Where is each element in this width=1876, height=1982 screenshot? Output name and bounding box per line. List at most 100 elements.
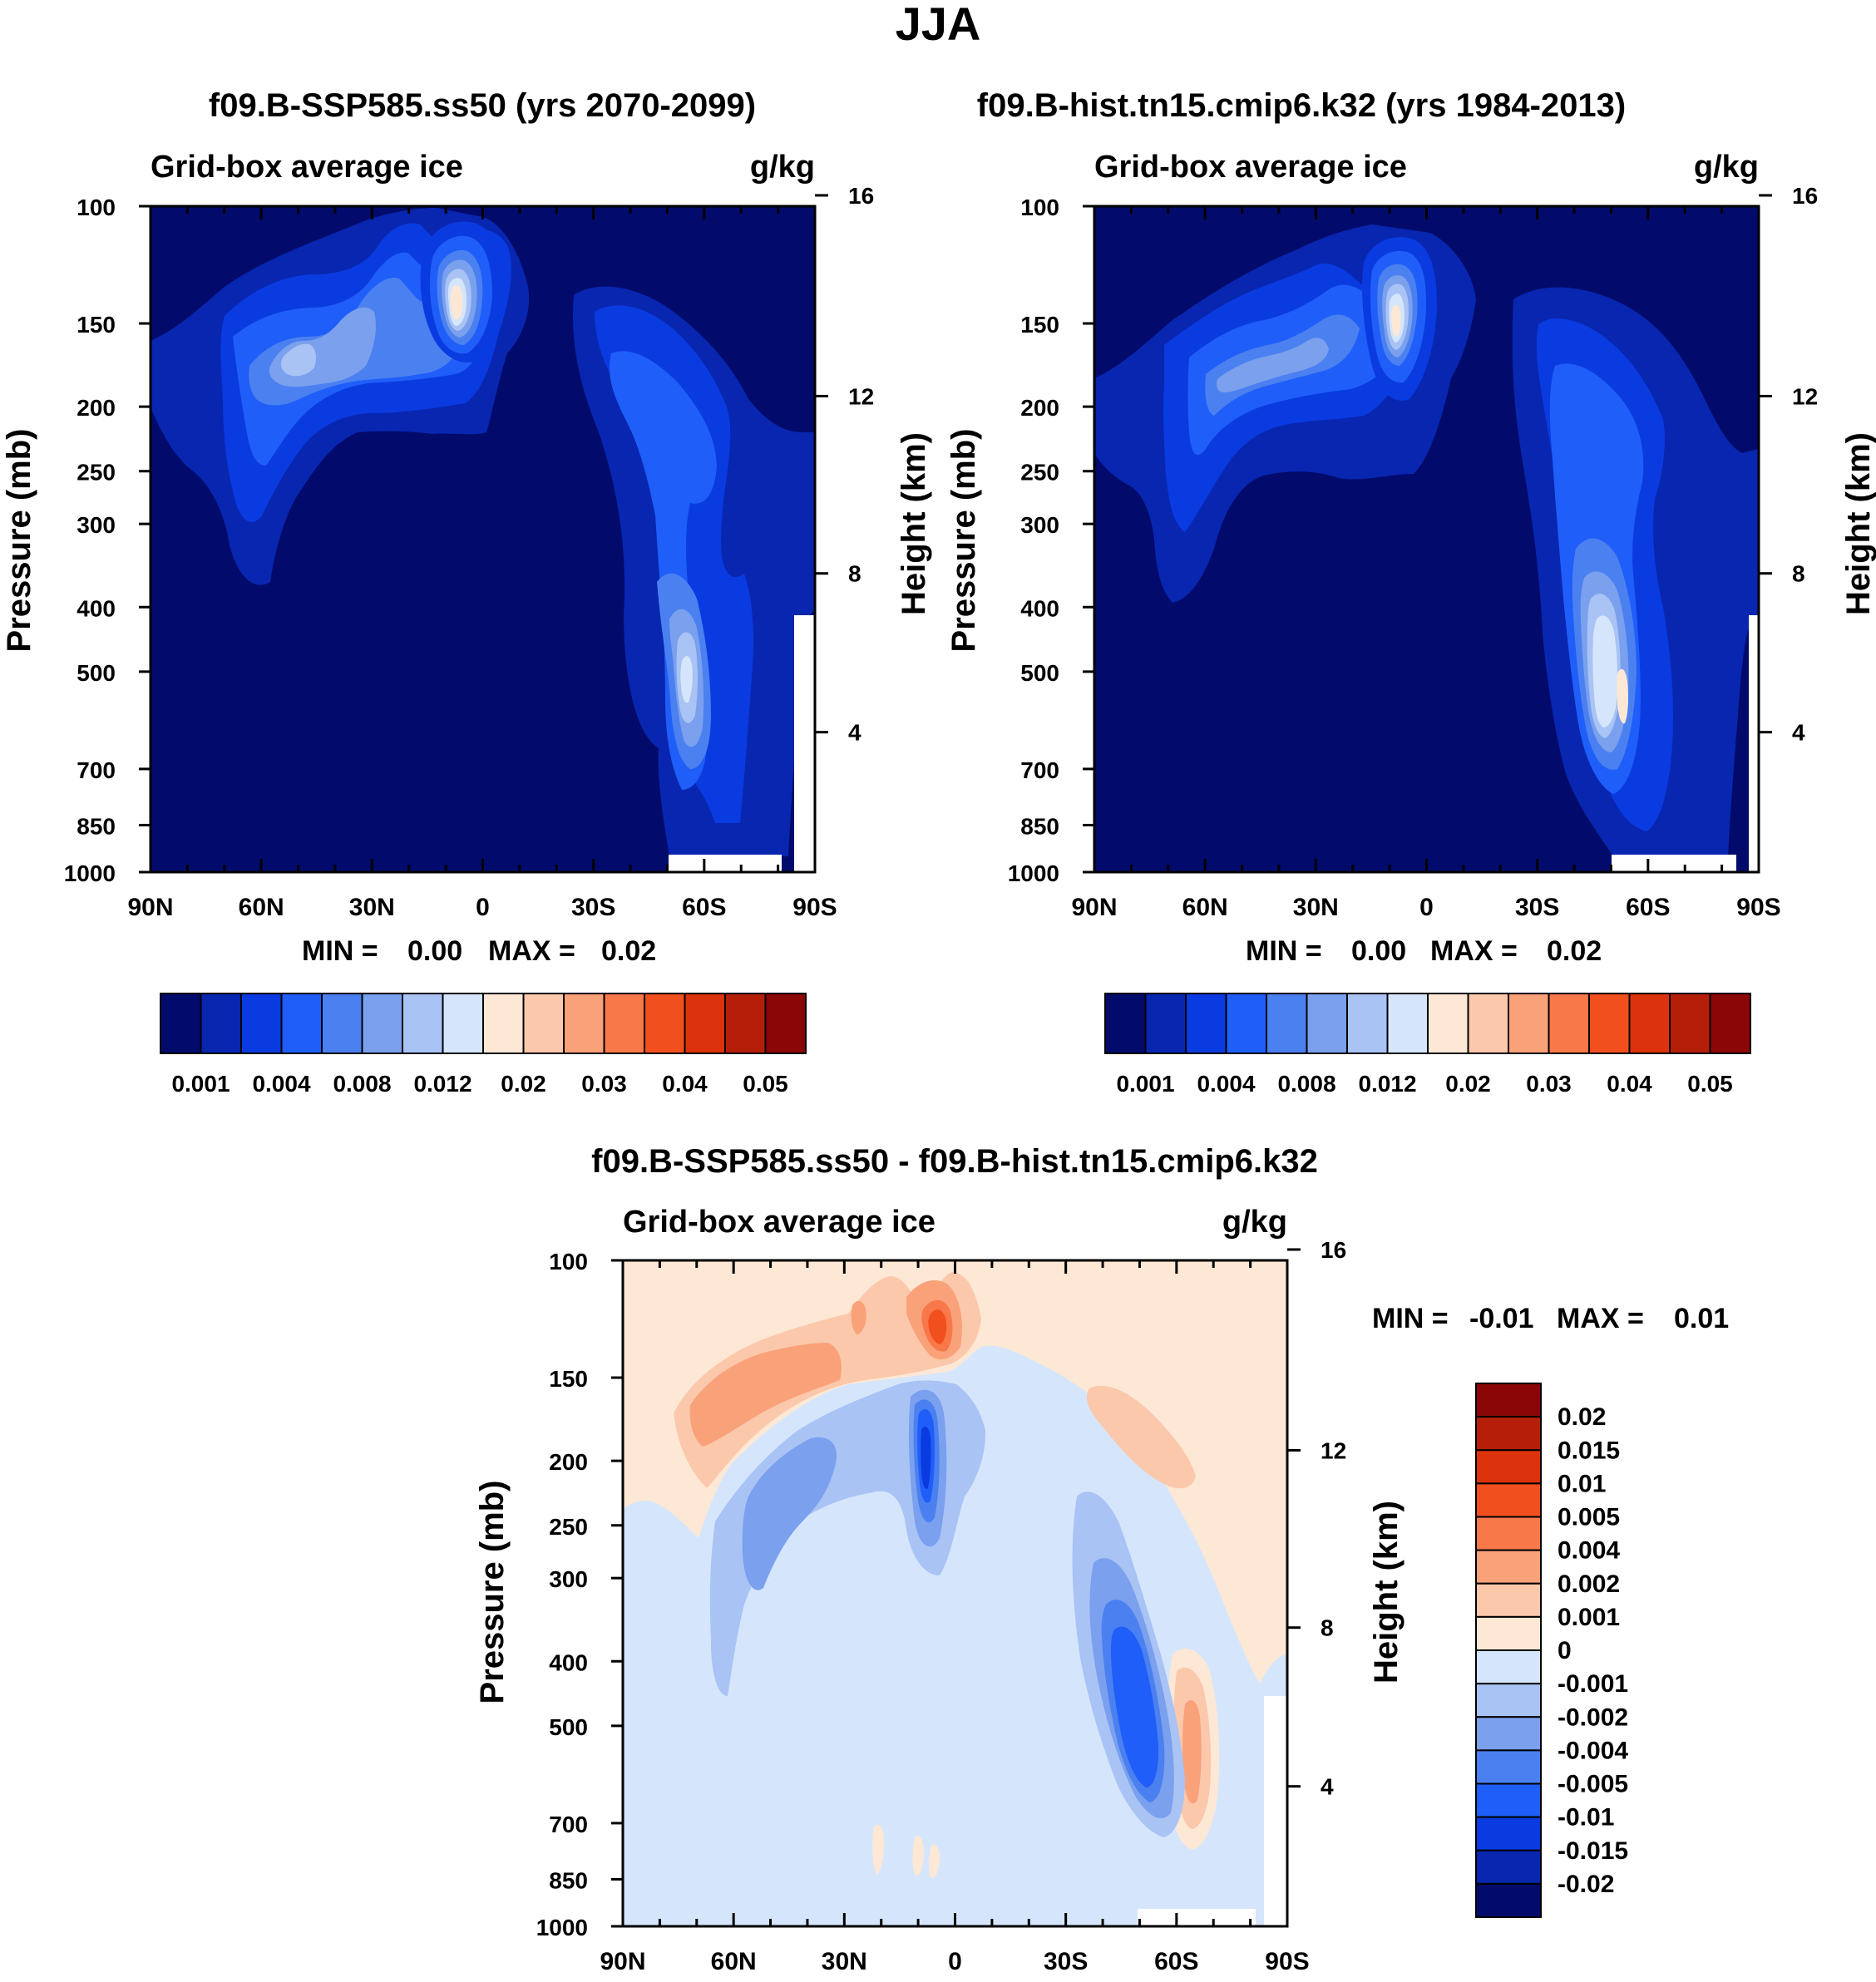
panel2-contour-sh — [1617, 668, 1628, 724]
y-tick-label: 200 — [1020, 395, 1059, 421]
height-tick-label: 4 — [848, 720, 861, 746]
panel1-title: f09.B-SSP585.ss50 (yrs 2070-2099) — [209, 87, 756, 124]
panel-ssp585: f09.B-SSP585.ss50 (yrs 2070-2099) Grid-b… — [1, 87, 932, 1097]
colorbar-box — [1104, 993, 1147, 1054]
x-tick-label: 30N — [822, 1948, 867, 1975]
colorbar-box — [1588, 993, 1631, 1054]
colorbar-box — [280, 993, 323, 1054]
colorbar-label: 0.02 — [1558, 1403, 1606, 1431]
panel-diff: f09.B-SSP585.ss50 - f09.B-hist.tn15.cmip… — [474, 1143, 1729, 1975]
panel2-contour-tropical — [1391, 304, 1401, 337]
panel2-contours — [1094, 206, 1759, 872]
panel3-contour-negative — [742, 1437, 837, 1590]
x-tick-label: 30S — [1515, 894, 1559, 921]
y-tick-label: 1000 — [1008, 860, 1059, 886]
height-tick-label: 8 — [1792, 561, 1805, 587]
colorbar-box — [1386, 993, 1429, 1054]
colorbar-box — [1475, 1649, 1542, 1685]
x-tick-label: 0 — [1419, 894, 1434, 921]
panel3-contour-positive — [872, 1824, 940, 1879]
y-tick-label: 1000 — [64, 860, 116, 886]
colorbar-box — [1548, 993, 1590, 1054]
panel2-ylabel-right: Height (km) — [1840, 432, 1876, 615]
x-tick-label: 60S — [682, 894, 726, 921]
y-tick-label: 400 — [1020, 595, 1059, 621]
x-tick-label: 90N — [1071, 894, 1117, 921]
colorbar-label: -0.004 — [1558, 1737, 1628, 1764]
colorbar-box — [1185, 993, 1227, 1054]
colorbar-label: 0.012 — [1358, 1071, 1416, 1097]
panel3-contour-positive — [689, 1343, 842, 1447]
height-tick-label: 12 — [1792, 383, 1818, 409]
y-tick-label: 250 — [549, 1514, 588, 1540]
colorbar-box — [1266, 993, 1308, 1054]
panel3-contours — [623, 1260, 1287, 1926]
panel3-contour-negative — [1111, 1626, 1159, 1787]
panel1-contour-sh — [680, 655, 693, 703]
colorbar-label: 0.005 — [1558, 1504, 1620, 1531]
colorbar-label: 0.01 — [1558, 1470, 1606, 1497]
colorbar-label: 0 — [1558, 1637, 1572, 1664]
y-tick-label: 200 — [77, 395, 116, 421]
colorbar-box — [1225, 993, 1267, 1054]
height-tick-label: 16 — [848, 183, 874, 209]
y-tick-label: 200 — [549, 1449, 588, 1475]
colorbar-label: 0.012 — [413, 1071, 471, 1097]
colorbar-label: 0.05 — [1687, 1071, 1733, 1097]
x-tick-label: 60N — [1182, 894, 1228, 921]
y-tick-label: 850 — [549, 1867, 588, 1893]
colorbar-box — [724, 993, 767, 1054]
panel3-axes: 90N 60N 30N 0 30S 60S 90S 100 150 200 250 300 400 500… — [536, 1237, 1346, 1975]
x-tick-label: 30S — [571, 894, 615, 921]
panel3-minmax: MIN = -0.01 MAX = 0.01 — [1372, 1303, 1729, 1334]
x-tick-label: 30N — [349, 894, 395, 921]
colorbar-box — [1709, 993, 1751, 1054]
colorbar-label: 0.008 — [333, 1071, 391, 1097]
panel1-contour-sh — [595, 305, 754, 823]
panel3-colorbar: 0.02 0.015 0.01 0.005 0.004 0.002 0.001 0 -0.001… — [1475, 1383, 1628, 1918]
panel2-min-value: 0.00 — [1351, 935, 1406, 967]
colorbar-box — [321, 993, 363, 1054]
panel3-contour-positive — [1182, 1700, 1202, 1804]
panel2-ylabel: Pressure (mb) — [945, 429, 982, 653]
panel3-contour-negative — [921, 1426, 931, 1489]
colorbar-box — [1427, 993, 1469, 1054]
colorbar-box — [1475, 1749, 1542, 1785]
y-tick-label: 250 — [1020, 460, 1059, 486]
panel1-contour-nh — [280, 343, 316, 377]
y-tick-label: 100 — [77, 195, 116, 220]
y-tick-label: 500 — [77, 660, 116, 686]
panel1-left-string: Grid-box average ice — [151, 150, 463, 185]
panel1-max-label: MAX = — [488, 935, 575, 967]
colorbar-label: 0.04 — [1607, 1071, 1652, 1097]
y-tick-label: 150 — [77, 312, 116, 338]
colorbar-label: -0.001 — [1558, 1670, 1628, 1698]
panel3-contour-positive — [851, 1300, 866, 1334]
colorbar-label: 0.03 — [581, 1071, 627, 1097]
y-tick-label: 700 — [77, 757, 116, 783]
panel1-max-value: 0.02 — [601, 935, 656, 967]
colorbar-box — [361, 993, 403, 1054]
x-tick-label: 30S — [1044, 1948, 1088, 1975]
colorbar-label: 0.02 — [501, 1071, 546, 1097]
height-tick-label: 12 — [1321, 1437, 1346, 1463]
panel3-title: f09.B-SSP585.ss50 - f09.B-hist.tn15.cmip… — [591, 1143, 1318, 1180]
y-tick-label: 500 — [549, 1714, 588, 1740]
panel2-minmax: MIN = 0.00 MAX = 0.02 — [1246, 935, 1602, 967]
panel2-max-label: MAX = — [1430, 935, 1518, 967]
panel3-right-string: g/kg — [1222, 1205, 1287, 1240]
colorbar-box — [1475, 1516, 1542, 1551]
colorbar-box — [1306, 993, 1348, 1054]
panel2-contour-nh — [1216, 338, 1329, 393]
panel1-min-value: 0.00 — [407, 935, 462, 967]
colorbar-box — [1467, 993, 1509, 1054]
height-tick-label: 4 — [1792, 720, 1805, 746]
colorbar-box — [1475, 1549, 1542, 1585]
y-tick-label: 850 — [77, 813, 116, 839]
y-tick-label: 150 — [549, 1366, 588, 1392]
height-tick-label: 16 — [1792, 183, 1818, 209]
panel1-minmax: MIN = 0.00 MAX = 0.02 — [302, 935, 656, 967]
colorbar-box — [1475, 1683, 1542, 1718]
colorbar-label: 0.001 — [1116, 1071, 1174, 1097]
y-tick-label: 700 — [549, 1812, 588, 1837]
